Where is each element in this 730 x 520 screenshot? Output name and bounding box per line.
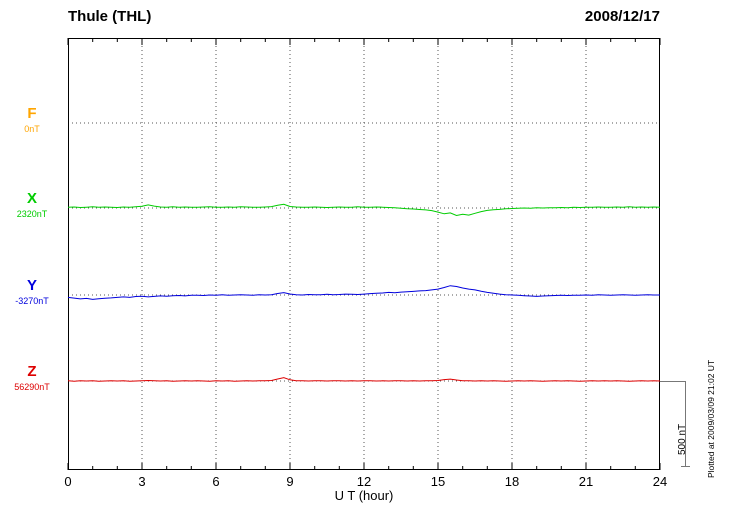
- series-baseline-X: 2320nT: [16, 209, 48, 219]
- x-tick-label: 21: [578, 474, 594, 489]
- x-tick-labels: 0 3 6 9 12 15 18 21 24: [0, 474, 730, 490]
- station-title: Thule (THL): [68, 8, 152, 25]
- magnetogram-plot: [67, 38, 661, 470]
- series-label-Y: Y -3270nT: [0, 277, 64, 307]
- x-tick-label: 3: [138, 474, 146, 489]
- series-baseline-Y: -3270nT: [15, 296, 49, 306]
- scalebar-bottom-cap: [681, 466, 690, 467]
- series-baseline-F: 0nT: [24, 124, 40, 134]
- x-tick-label: 9: [286, 474, 294, 489]
- plot-date: 2008/12/17: [584, 8, 660, 25]
- scalebar-line: [685, 381, 686, 466]
- series-label-Z: Z 56290nT: [0, 363, 64, 393]
- scalebar-label: 500 nT: [677, 423, 688, 455]
- x-tick-label: 12: [356, 474, 372, 489]
- plotted-at-note: Plotted at 2009/03/09 21:02 UT: [706, 359, 716, 478]
- x-tick-label: 0: [64, 474, 72, 489]
- x-tick-label: 18: [504, 474, 520, 489]
- series-letter-Z: Z: [27, 363, 37, 380]
- x-tick-label: 15: [430, 474, 446, 489]
- series-letter-F: F: [27, 105, 37, 122]
- scalebar-top-line: [660, 381, 686, 382]
- x-axis-label: U T (hour): [334, 488, 394, 503]
- series-letter-Y: Y: [26, 277, 37, 294]
- x-tick-label: 6: [212, 474, 220, 489]
- series-baseline-Z: 56290nT: [14, 382, 50, 392]
- series-label-F: F 0nT: [0, 105, 64, 135]
- series-letter-X: X: [26, 190, 37, 207]
- x-tick-label: 24: [652, 474, 668, 489]
- series-label-X: X 2320nT: [0, 190, 64, 220]
